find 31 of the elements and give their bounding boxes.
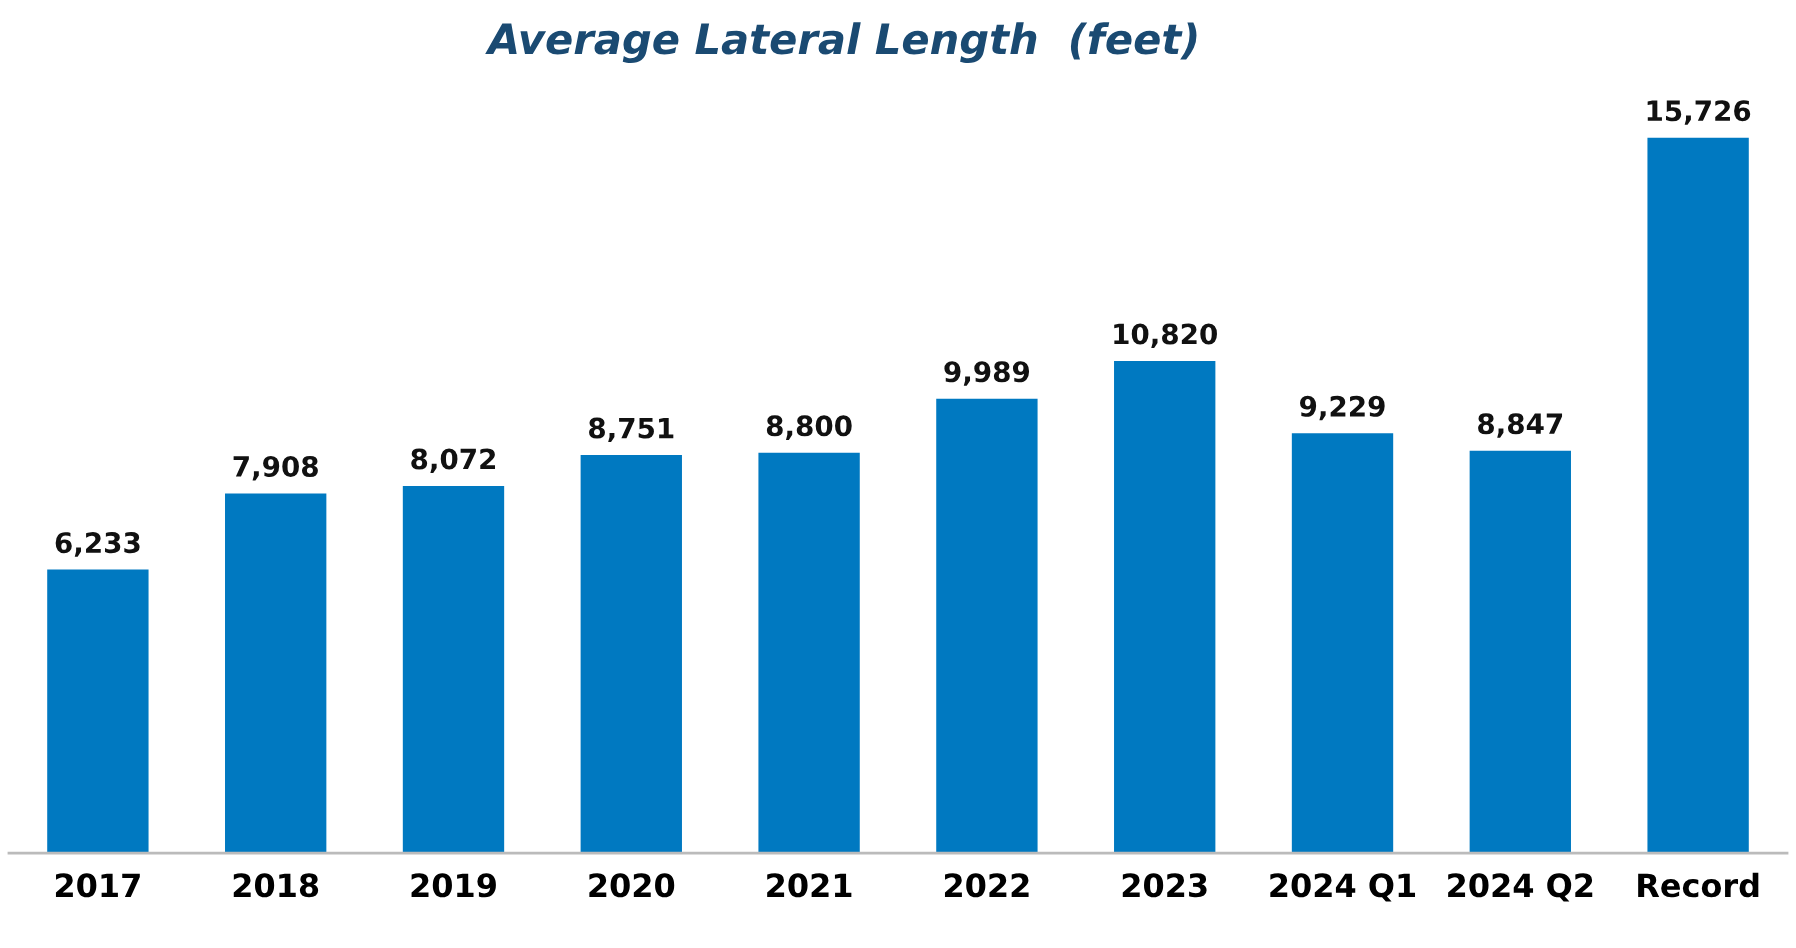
data-label: 8,751 (589, 417, 674, 443)
x-tick-label: 2019 (411, 873, 496, 898)
bar (1291, 433, 1394, 854)
data-label: 15,726 (1647, 100, 1751, 125)
x-tick-label: 2022 (944, 873, 1029, 898)
data-label: 10,820 (1114, 323, 1217, 348)
x-tick-label: 2024 Q2 (1448, 873, 1593, 902)
bar (1647, 137, 1749, 854)
bar (580, 455, 682, 854)
x-tick-label: 2024 Q1 (1270, 873, 1416, 902)
x-tick-label: Record (1638, 872, 1759, 898)
bar (225, 493, 327, 854)
data-label: 9,989 (944, 361, 1030, 386)
x-tick-label: 2023 (1122, 873, 1207, 898)
x-tick-label: 2020 (589, 873, 675, 898)
data-label: 9,229 (1300, 395, 1385, 421)
data-label: 7,908 (233, 455, 318, 481)
bar (1469, 450, 1571, 854)
x-tick-label: 2018 (233, 873, 319, 898)
x-tick-label: 2017 (55, 873, 140, 898)
x-tick-label: 2021 (767, 873, 852, 898)
bar (1114, 360, 1216, 854)
data-label: 6,233 (55, 532, 140, 557)
data-label: 8,847 (1478, 413, 1563, 438)
bar (47, 569, 149, 854)
bar (758, 452, 860, 854)
bar (936, 398, 1038, 854)
chart-title: Average Lateral Length (feet) (485, 22, 1197, 63)
bar (402, 485, 505, 854)
data-label: 8,800 (766, 415, 852, 440)
data-label: 8,072 (411, 448, 496, 474)
